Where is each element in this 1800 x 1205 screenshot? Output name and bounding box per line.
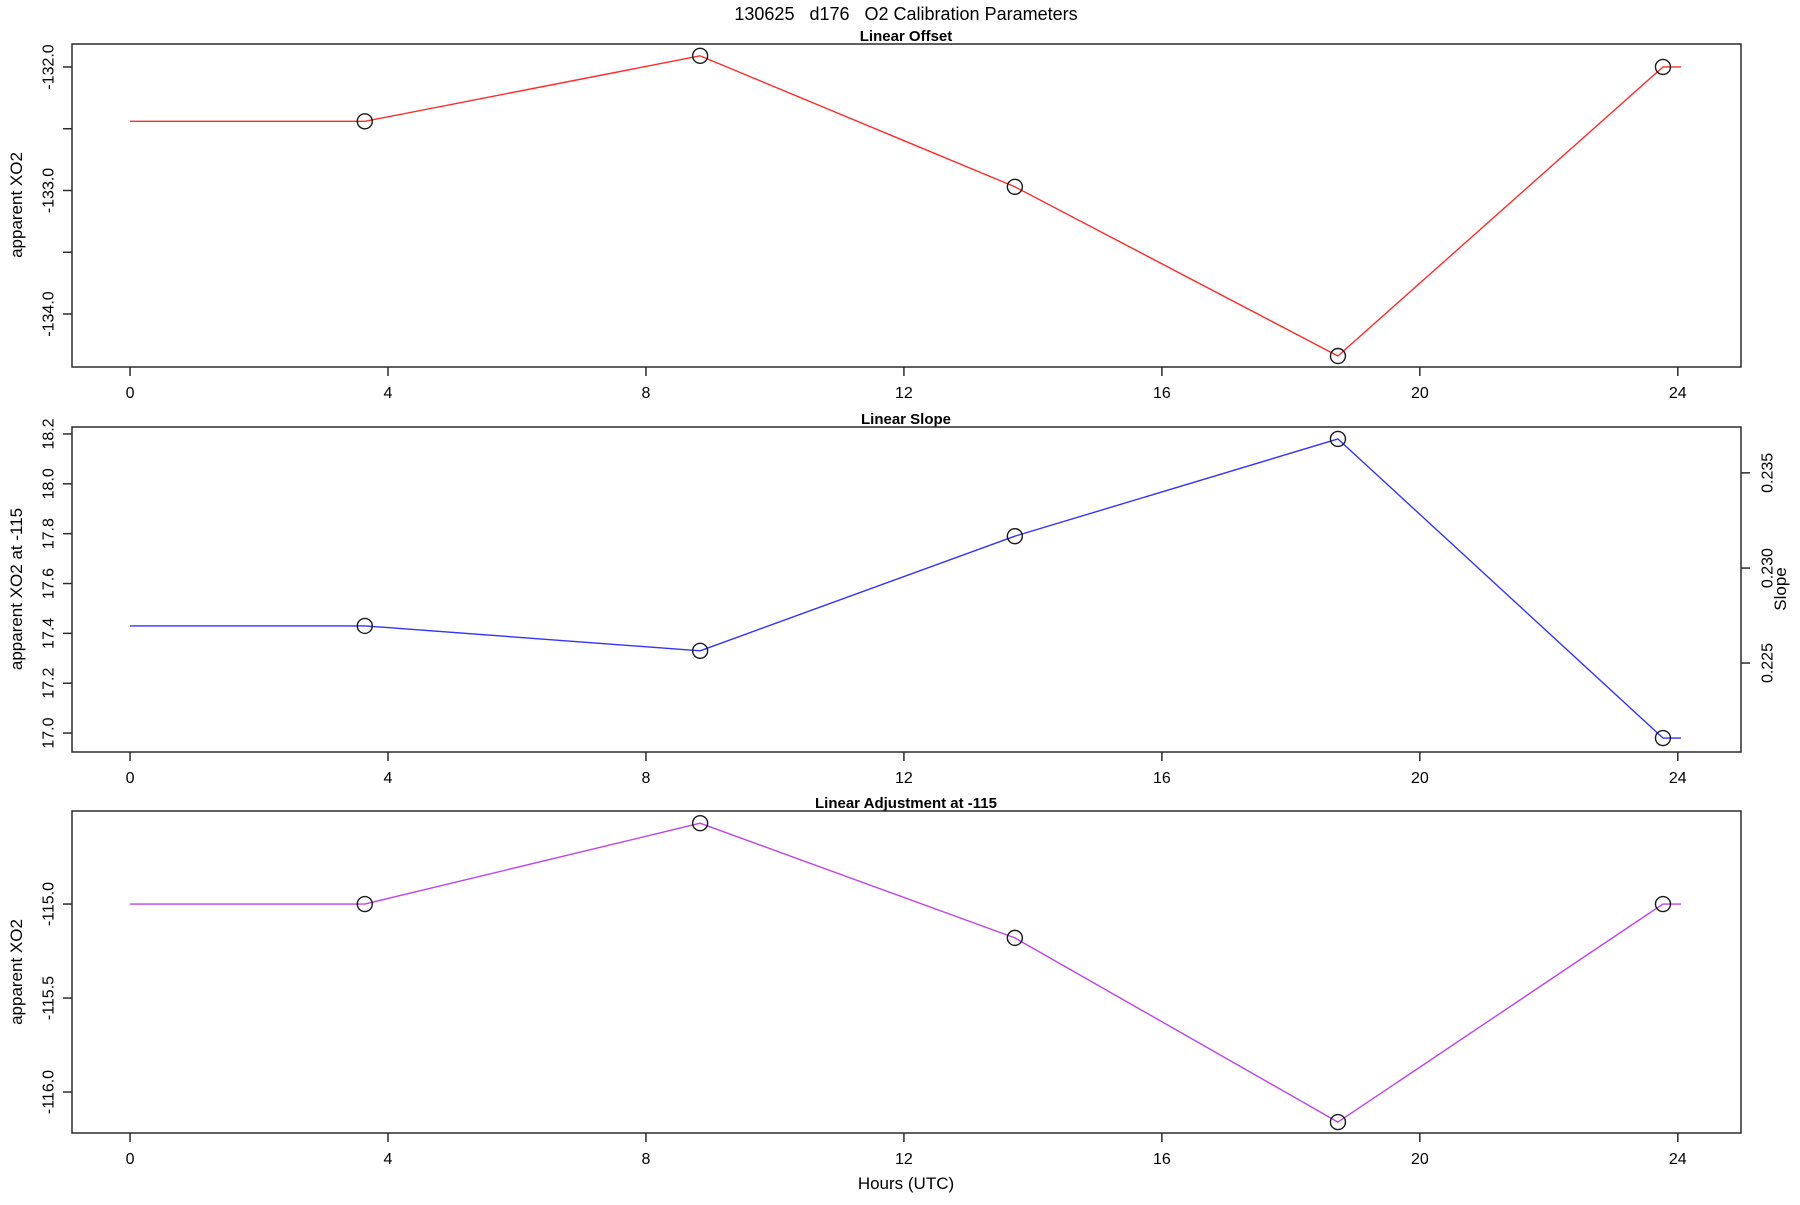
panel-title-linear-adjustment: Linear Adjustment at -115 xyxy=(815,795,997,812)
data-point-marker xyxy=(1654,58,1672,76)
y-tick-label: -115.0 xyxy=(41,882,58,926)
x-axis-label: Hours (UTC) xyxy=(858,1174,954,1193)
data-point-marker xyxy=(1006,178,1024,195)
panel-title-linear-slope: Linear Slope xyxy=(861,411,951,428)
y-tick-label: -115.5 xyxy=(41,976,58,1020)
x-tick-label: 4 xyxy=(384,1151,393,1168)
y-tick-label: -133.0 xyxy=(41,168,58,213)
x-tick-label: 16 xyxy=(1153,770,1171,787)
data-point-marker xyxy=(1654,895,1672,913)
data-point-marker xyxy=(1006,929,1024,947)
data-point-marker xyxy=(1654,729,1672,747)
data-point-marker xyxy=(691,642,709,660)
data-line xyxy=(130,822,1682,1123)
right-tick-label: 0.235 xyxy=(1760,453,1777,493)
y-axis-label-panel-3: apparent XO2 xyxy=(7,919,26,1025)
x-tick-label: 4 xyxy=(384,385,393,402)
data-point-marker xyxy=(1329,347,1347,365)
panel-linear-offset: -132.0 -133.0 -134.0 0 4 8 12 16 20 24 xyxy=(41,43,1742,402)
x-tick-label: 0 xyxy=(126,385,135,402)
data-point-marker xyxy=(356,895,373,913)
x-tick-label: 0 xyxy=(126,770,135,787)
x-tick-label: 8 xyxy=(642,770,651,787)
x-tick-label: 12 xyxy=(895,1151,913,1168)
data-point-marker xyxy=(1006,527,1024,545)
y-tick-label: 17.0 xyxy=(41,717,58,748)
plot-box xyxy=(71,43,1742,368)
plot-box xyxy=(71,426,1742,753)
data-point-marker xyxy=(691,815,709,832)
data-line xyxy=(130,55,1682,357)
data-point-marker xyxy=(1329,430,1347,448)
y-tick-label: 17.8 xyxy=(41,518,58,549)
x-tick-label: 16 xyxy=(1153,1151,1171,1168)
right-tick-label: 0.225 xyxy=(1760,643,1777,683)
x-tick-label: 12 xyxy=(895,770,913,787)
y-tick-label: -132.0 xyxy=(41,44,58,89)
x-tick-label: 8 xyxy=(642,385,651,402)
x-tick-label: 4 xyxy=(384,770,393,787)
data-line xyxy=(130,438,1682,739)
data-point-marker xyxy=(1329,1113,1347,1131)
x-tick-label: 12 xyxy=(895,385,913,402)
y-axis-label-panel-2: apparent XO2 at -115 xyxy=(7,508,26,670)
y-tick-label: -116.0 xyxy=(41,1070,58,1114)
data-point-marker xyxy=(356,113,373,130)
right-axis-label-slope: Slope xyxy=(1771,567,1790,610)
panel-linear-adjustment: -115.0 -115.5 -116.0 0 4 8 12 16 20 24 xyxy=(41,810,1742,1168)
y-tick-label: 17.6 xyxy=(41,568,58,599)
y-tick-label: 17.2 xyxy=(41,668,58,699)
y-tick-label: -134.0 xyxy=(41,291,58,336)
x-tick-label: 0 xyxy=(126,1151,135,1168)
x-tick-label: 20 xyxy=(1411,1151,1429,1168)
y-axis-label-panel-1: apparent XO2 xyxy=(7,152,26,258)
y-tick-label: 18.0 xyxy=(41,468,58,499)
data-point-marker xyxy=(356,617,373,635)
y-tick-label: 17.4 xyxy=(41,618,58,649)
x-tick-label: 20 xyxy=(1411,770,1429,787)
plot-box xyxy=(71,810,1742,1134)
right-tick-label: 0.230 xyxy=(1760,548,1777,588)
panel-title-linear-offset: Linear Offset xyxy=(860,28,953,45)
panel-linear-slope: 18.2 18.0 17.8 17.6 17.4 17.2 17.0 0.235 0.230 0.… xyxy=(41,418,1777,787)
data-point-marker xyxy=(691,47,709,65)
y-tick-label: 18.2 xyxy=(41,418,58,449)
x-tick-label: 20 xyxy=(1411,385,1429,402)
x-tick-label: 16 xyxy=(1153,385,1171,402)
x-tick-label: 24 xyxy=(1669,770,1687,787)
main-title: 130625 d176 O2 Calibration Parameters xyxy=(734,4,1077,24)
x-tick-label: 24 xyxy=(1669,385,1687,402)
x-tick-label: 8 xyxy=(642,1151,651,1168)
x-tick-label: 24 xyxy=(1669,1151,1687,1168)
